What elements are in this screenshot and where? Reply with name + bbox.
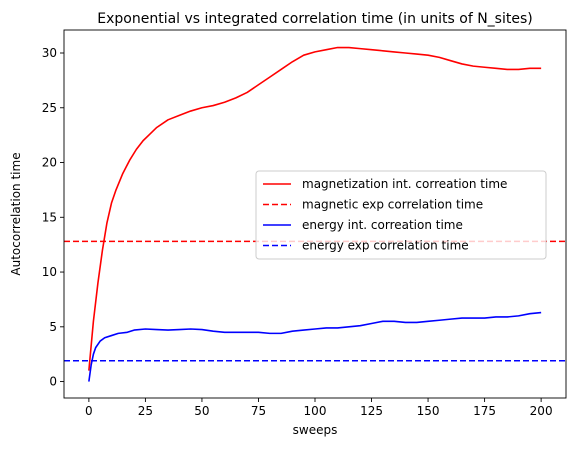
legend-label: energy int. correation time [302, 218, 463, 232]
legend-box [255, 170, 547, 260]
y-axis-label: Autocorrelation time [9, 152, 23, 275]
x-tick-label: 175 [473, 404, 496, 418]
y-tick-label: 5 [49, 320, 57, 334]
x-axis-label: sweeps [293, 423, 338, 437]
x-tick-label: 200 [530, 404, 553, 418]
x-axis-ticks: 0 25 50 75 100 125 150 175 200 [85, 398, 553, 418]
x-tick-label: 50 [194, 404, 209, 418]
x-tick-label: 125 [360, 404, 383, 418]
y-tick-label: 10 [42, 265, 57, 279]
x-tick-label: 100 [304, 404, 327, 418]
y-tick-label: 25 [42, 101, 57, 115]
legend: magnetization int. correation time magnet… [255, 170, 547, 260]
series-line-1 [88, 46, 542, 371]
y-tick-label: 30 [42, 46, 57, 60]
y-tick-label: 0 [49, 375, 57, 389]
y-tick-label: 20 [42, 156, 57, 170]
chart-title: Exponential vs integrated correlation ti… [97, 11, 532, 27]
legend-label: magnetization int. correation time [302, 177, 507, 191]
x-tick-label: 75 [251, 404, 266, 418]
legend-label: energy exp correlation time [302, 239, 469, 253]
y-axis-ticks: 0 5 10 15 20 25 30 [42, 46, 64, 389]
y-tick-label: 15 [42, 210, 57, 224]
x-tick-label: 25 [138, 404, 153, 418]
legend-label: magnetic exp correlation time [302, 198, 483, 212]
x-tick-label: 150 [417, 404, 440, 418]
series-line-3 [88, 311, 542, 382]
x-tick-label: 0 [85, 404, 93, 418]
